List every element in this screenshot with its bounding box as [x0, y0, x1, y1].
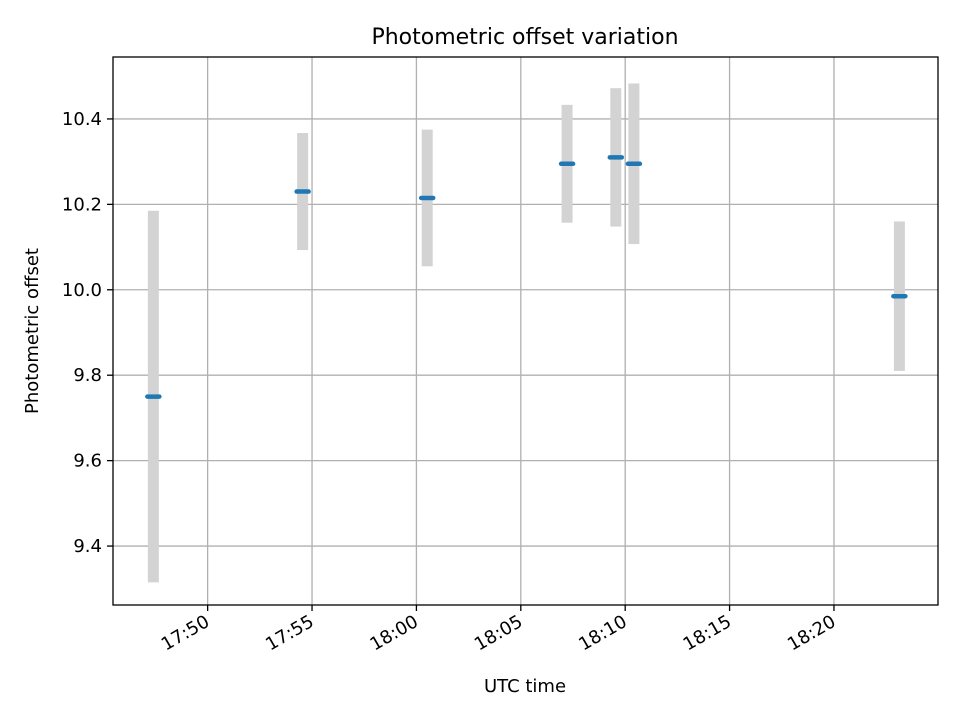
grid [113, 57, 938, 605]
chart-title: Photometric offset variation [371, 25, 678, 50]
y-axis-label: Photometric offset [22, 248, 43, 414]
plot-frame [112, 56, 939, 606]
y-tick-label: 9.4 [73, 536, 102, 557]
y-tick-label: 9.8 [73, 365, 102, 386]
x-axis-label: UTC time [484, 676, 566, 697]
y-tick-label: 10.4 [62, 109, 102, 130]
y-tick-label: 10.0 [62, 280, 102, 301]
y-tick-label: 9.6 [73, 451, 102, 472]
y-tick-label: 10.2 [62, 194, 102, 215]
data-points [145, 155, 908, 399]
